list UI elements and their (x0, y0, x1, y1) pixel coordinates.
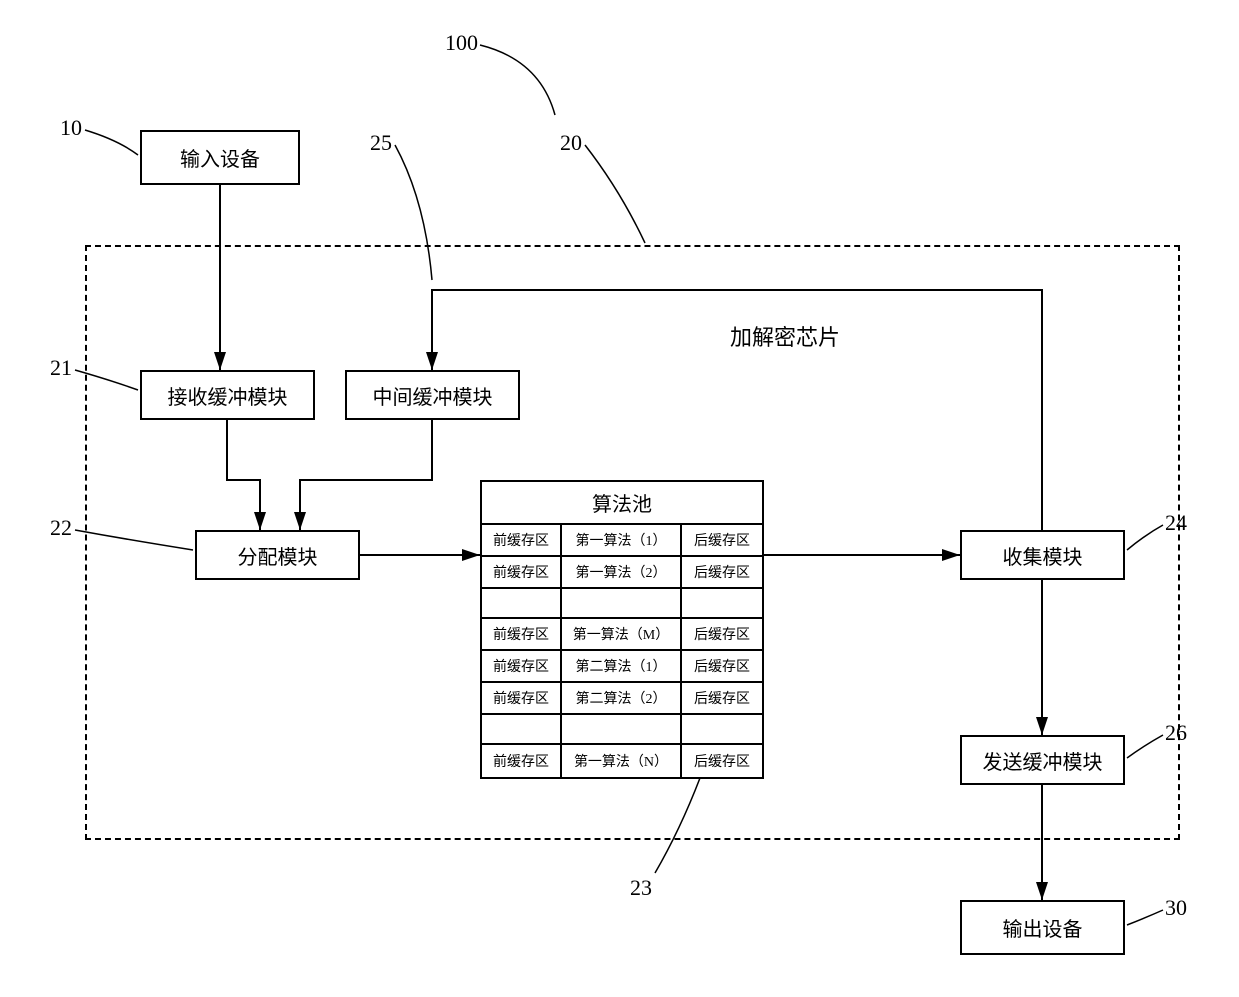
ref-22: 22 (50, 515, 72, 541)
pool-cell-algo: 第一算法（N） (562, 745, 682, 777)
leader-30 (1127, 910, 1163, 925)
pool-row: 前缓存区第二算法（2）后缓存区 (482, 683, 762, 715)
chip-label: 加解密芯片 (730, 320, 840, 352)
leader-20 (585, 145, 645, 243)
ref-21: 21 (50, 355, 72, 381)
pool-row: 前缓存区第一算法（N）后缓存区 (482, 745, 762, 777)
pool-cell-prebuf: 前缓存区 (482, 619, 562, 649)
recv-buffer-box: 接收缓冲模块 (140, 370, 315, 420)
output-device-box: 输出设备 (960, 900, 1125, 955)
ref-30: 30 (1165, 895, 1187, 921)
pool-row (482, 589, 762, 619)
collect-box: 收集模块 (960, 530, 1125, 580)
leader-10 (85, 130, 138, 155)
dispatch-box: 分配模块 (195, 530, 360, 580)
pool-cell-algo: 第二算法（2） (562, 683, 682, 713)
algorithm-pool-title: 算法池 (482, 482, 762, 525)
pool-cell-prebuf: 前缓存区 (482, 651, 562, 681)
pool-cell-postbuf: 后缓存区 (682, 651, 762, 681)
algorithm-pool-table: 算法池 前缓存区第一算法（1）后缓存区前缓存区第一算法（2）后缓存区前缓存区第一… (480, 480, 764, 779)
pool-row: 前缓存区第一算法（M）后缓存区 (482, 619, 762, 651)
pool-cell-prebuf: 前缓存区 (482, 745, 562, 777)
ref-24: 24 (1165, 510, 1187, 536)
ref-20: 20 (560, 130, 582, 156)
ref-23: 23 (630, 875, 652, 901)
ref-25: 25 (370, 130, 392, 156)
mid-buffer-box: 中间缓冲模块 (345, 370, 520, 420)
pool-cell-algo: 第二算法（1） (562, 651, 682, 681)
pool-cell-algo: 第一算法（1） (562, 525, 682, 555)
pool-cell-prebuf: 前缓存区 (482, 525, 562, 555)
pool-cell-postbuf: 后缓存区 (682, 525, 762, 555)
pool-row: 前缓存区第一算法（2）后缓存区 (482, 557, 762, 589)
pool-cell-prebuf: 前缓存区 (482, 683, 562, 713)
diagram-canvas: 加解密芯片 输入设备 接收缓冲模块 中间缓冲模块 分配模块 收集模块 发送缓冲模… (0, 0, 1239, 997)
pool-cell-postbuf: 后缓存区 (682, 745, 762, 777)
pool-cell-prebuf: 前缓存区 (482, 557, 562, 587)
send-buffer-box: 发送缓冲模块 (960, 735, 1125, 785)
pool-row (482, 715, 762, 745)
pool-row: 前缓存区第二算法（1）后缓存区 (482, 651, 762, 683)
pool-cell-postbuf: 后缓存区 (682, 557, 762, 587)
pool-cell-postbuf: 后缓存区 (682, 619, 762, 649)
pool-row: 前缓存区第一算法（1）后缓存区 (482, 525, 762, 557)
ref-10: 10 (60, 115, 82, 141)
pool-cell-postbuf: 后缓存区 (682, 683, 762, 713)
pool-cell-algo: 第一算法（2） (562, 557, 682, 587)
ref-26: 26 (1165, 720, 1187, 746)
pool-cell-algo: 第一算法（M） (562, 619, 682, 649)
input-device-box: 输入设备 (140, 130, 300, 185)
leader-100 (480, 45, 555, 115)
ref-100: 100 (445, 30, 478, 56)
